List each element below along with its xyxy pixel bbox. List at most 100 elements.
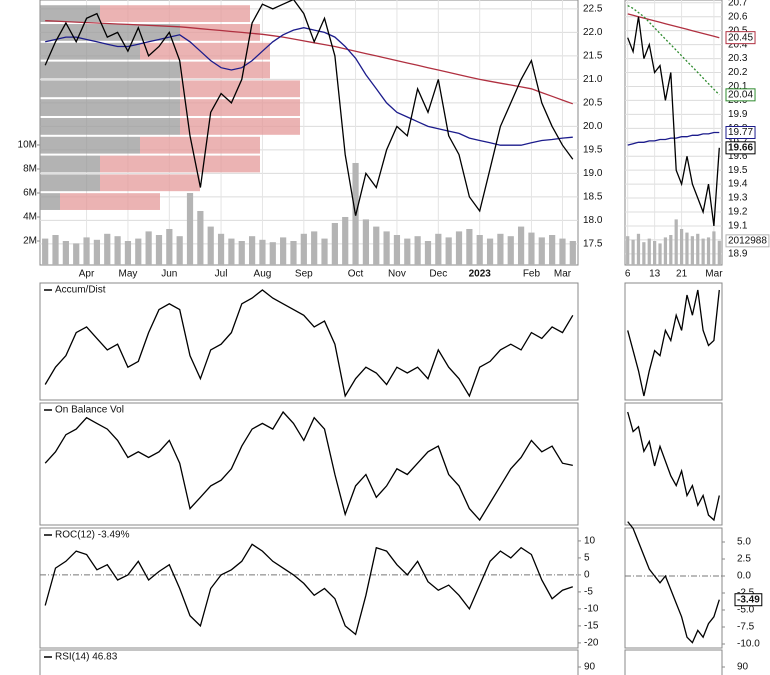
- y-tick-label: 19.6: [728, 151, 748, 162]
- panel-title: On Balance Vol: [55, 405, 124, 416]
- volume-bar: [663, 237, 668, 265]
- volume-bar: [706, 237, 711, 265]
- last-value-label: 2012988: [728, 235, 767, 246]
- panel-title: ROC(12) -3.49%: [55, 530, 130, 541]
- volume-bar: [404, 238, 411, 265]
- volume-bar: [507, 236, 514, 265]
- series-line: [45, 20, 574, 105]
- y-tick-label: 5.0: [737, 537, 751, 548]
- x-tick-label: 21: [676, 269, 688, 280]
- volume-bar: [717, 240, 721, 265]
- volume-bar: [393, 234, 401, 265]
- volume-bar: [383, 231, 390, 265]
- y-tick-label: -7.5: [737, 622, 755, 633]
- y-tick-label: -10: [584, 604, 599, 615]
- volume-bar: [674, 219, 678, 265]
- last-value-box: [725, 88, 756, 102]
- y-tick-label: 20.0: [583, 121, 603, 132]
- volume-bar: [155, 234, 163, 265]
- volume-bar: [228, 238, 235, 265]
- panel-title: Accum/Dist: [55, 285, 106, 296]
- last-value-label: 20.45: [728, 32, 753, 43]
- y-tick-label: 20.5: [583, 98, 603, 109]
- volume-by-price-up: [40, 174, 100, 192]
- volume-bar: [497, 233, 504, 265]
- volume-bar: [269, 242, 276, 265]
- y2-tick-label: 6M: [23, 188, 37, 199]
- y-tick-label: 20.4: [728, 39, 748, 50]
- series-line: [44, 543, 574, 636]
- last-value-box: [725, 126, 756, 139]
- volume-bar: [93, 239, 101, 265]
- last-value-box: [725, 31, 756, 45]
- volume-by-price-up: [40, 155, 100, 173]
- volume-bar: [549, 234, 556, 265]
- x-tick-label: 6: [625, 269, 631, 280]
- volume-bar: [311, 231, 318, 265]
- volume-bar: [145, 231, 152, 265]
- x-tick-label: May: [118, 269, 137, 280]
- y2-tick-label: 10M: [18, 140, 37, 151]
- x-tick-label: Mar: [554, 269, 572, 280]
- volume-bar: [114, 236, 121, 265]
- y-tick-label: 90: [737, 662, 749, 673]
- y-tick-label: 20.6: [728, 11, 748, 22]
- y-tick-label: 19.9: [728, 109, 748, 120]
- volume-by-price-up: [40, 99, 180, 116]
- volume-bar: [342, 216, 349, 265]
- x-tick-label: Jun: [161, 269, 177, 280]
- volume-by-price-down: [100, 5, 250, 23]
- volume-bar: [712, 231, 716, 265]
- y-tick-label: 21.5: [583, 51, 603, 62]
- volume-by-price-up: [40, 42, 140, 60]
- volume-bar: [701, 238, 705, 265]
- y-tick-label: 90: [584, 662, 596, 673]
- y2-tick-label: 4M: [23, 212, 37, 223]
- y-tick-label: -5.0: [737, 605, 755, 616]
- volume-bar: [83, 237, 90, 265]
- x-tick-label: Jul: [215, 269, 228, 280]
- series-line: [627, 521, 720, 644]
- y-tick-label: 19.5: [728, 165, 748, 176]
- volume-bar: [455, 231, 463, 265]
- series-line: [44, 289, 574, 398]
- series-line: [627, 16, 720, 226]
- volume-by-price-up: [40, 193, 60, 210]
- volume-bar: [685, 232, 689, 265]
- volume-bar: [124, 240, 132, 265]
- y-tick-label: 20.7: [728, 0, 748, 8]
- y-tick-label: -20: [584, 638, 599, 649]
- x-tick-label: Apr: [79, 269, 95, 280]
- volume-bar: [658, 243, 662, 265]
- volume-by-price-up: [40, 117, 180, 135]
- volume-by-price-up: [40, 80, 180, 98]
- y-tick-label: 19.1: [728, 221, 748, 232]
- volume-bar: [466, 228, 473, 265]
- y-tick-label: 20.5: [728, 25, 748, 36]
- panel-frame: [39, 282, 579, 401]
- last-value-box: [725, 234, 770, 248]
- y-tick-label: 20.2: [728, 67, 748, 78]
- volume-bar: [176, 236, 183, 265]
- x-tick-label: 13: [649, 269, 661, 280]
- volume-bar: [559, 238, 566, 265]
- volume-bar: [517, 226, 525, 265]
- volume-by-price-down: [180, 117, 300, 135]
- panel-frame: [624, 402, 723, 526]
- volume-bar: [280, 237, 287, 265]
- volume-bar: [135, 238, 142, 265]
- y-tick-label: -5: [584, 587, 593, 598]
- x-tick-label: Feb: [523, 269, 541, 280]
- volume-bar: [248, 236, 256, 265]
- y-tick-label: 19.2: [728, 207, 748, 218]
- y-tick-label: 19.0: [583, 168, 603, 179]
- volume-bar: [321, 238, 328, 265]
- y-tick-label: -10.0: [737, 639, 760, 650]
- y-tick-label: -2.5: [737, 588, 755, 599]
- volume-bar: [424, 240, 432, 265]
- volume-bar: [52, 234, 59, 265]
- y2-tick-label: 2M: [23, 236, 37, 247]
- volume-bar: [290, 240, 297, 265]
- volume-bar: [647, 238, 651, 265]
- volume-bar: [669, 234, 673, 265]
